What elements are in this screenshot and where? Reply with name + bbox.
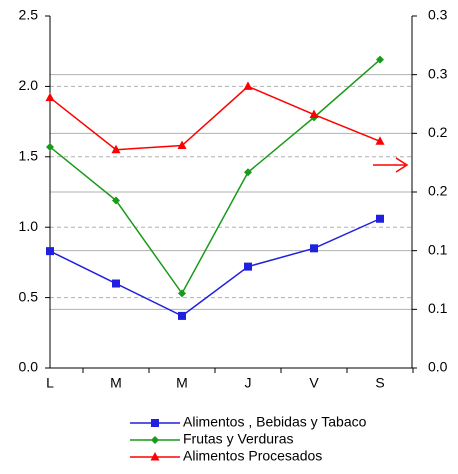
marker	[46, 247, 54, 256]
marker	[151, 419, 159, 427]
marker	[151, 436, 159, 444]
arrow-annotation	[373, 157, 409, 173]
marker	[46, 142, 54, 151]
y-tick-label: 0.0	[19, 359, 39, 375]
marker	[112, 196, 120, 205]
marker	[177, 140, 187, 150]
marker	[111, 144, 121, 154]
y2-tick-label: 0.3	[428, 7, 448, 23]
marker	[244, 168, 252, 177]
series-line	[49, 85, 381, 151]
marker	[375, 136, 385, 145]
legend-label: Frutas y Verduras	[183, 431, 294, 447]
marker	[309, 109, 319, 119]
legend-label: Alimentos , Bebidas y Tabaco	[183, 414, 367, 430]
y2-tick-label: 0.2	[428, 183, 448, 199]
y-tick-label: 2.5	[19, 7, 39, 23]
legend-label: Alimentos Procesados	[183, 448, 322, 464]
y-tick-label: 2.0	[19, 77, 39, 93]
x-tick-label: J	[245, 375, 252, 391]
y-tick-label: 1.0	[19, 218, 39, 234]
y2-tick-label: 0.1	[428, 241, 448, 257]
y2-tick-label: 0.3	[428, 65, 448, 81]
y2-tick-label: 0.0	[428, 359, 448, 375]
x-tick-label: L	[46, 375, 54, 391]
x-tick-label: S	[375, 375, 384, 391]
marker	[376, 214, 384, 223]
marker	[243, 81, 253, 90]
marker	[376, 55, 384, 64]
series-line	[49, 59, 381, 295]
series-line	[49, 218, 381, 317]
y2-tick-label: 0.1	[428, 300, 448, 316]
marker	[112, 279, 120, 288]
marker	[310, 244, 318, 253]
x-tick-label: V	[309, 375, 319, 391]
marker	[178, 289, 186, 298]
marker	[150, 452, 160, 461]
marker	[244, 262, 252, 271]
y-tick-label: 1.5	[19, 148, 39, 164]
x-tick-label: M	[110, 375, 122, 391]
y2-tick-label: 0.2	[428, 124, 448, 140]
marker	[178, 311, 186, 320]
y-tick-label: 0.5	[19, 288, 39, 304]
x-tick-label: M	[176, 375, 188, 391]
marker	[45, 92, 55, 102]
